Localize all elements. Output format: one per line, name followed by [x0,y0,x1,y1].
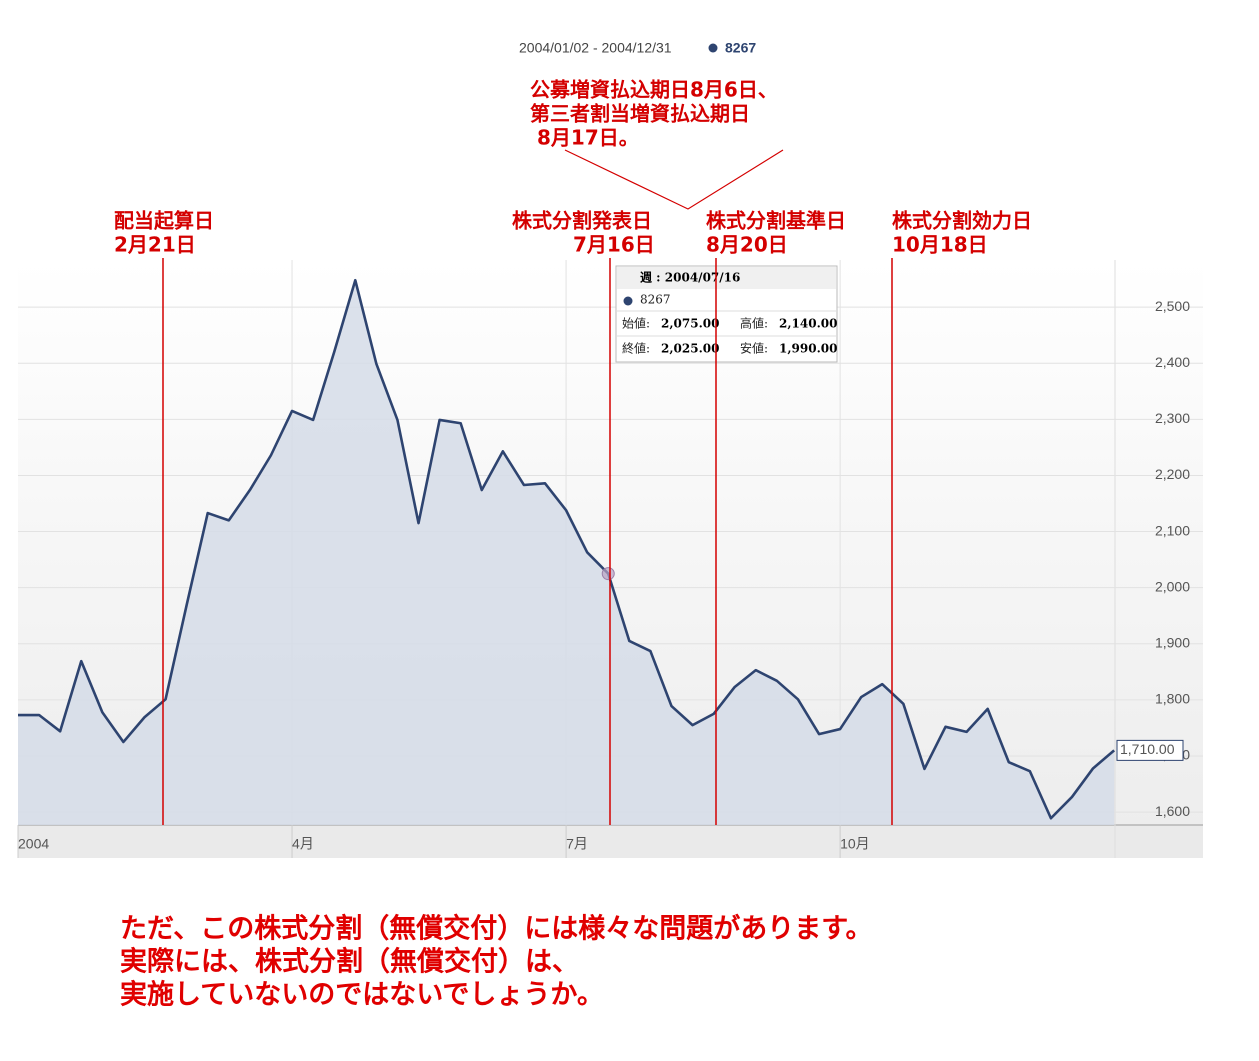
event-label: 株式分割効力日 [892,209,1032,233]
tooltip-field-value: 2,140.00 [779,317,837,331]
footer-text: 実際には、株式分割（無償交付）は、 [120,946,579,978]
y-tick-label: 1,600 [1155,803,1190,819]
x-tick-label: 7月 [566,836,588,852]
callout-label: 8月17日。 [537,126,639,150]
hover-marker [601,567,615,581]
y-tick-label: 2,400 [1155,354,1190,370]
tooltip-field-value: 2,025.00 [661,342,719,356]
tooltip-field-label: 安値: [740,341,768,356]
last-value-label: 1,710.00 [1120,741,1175,757]
y-tick-label: 2,500 [1155,298,1190,314]
area-fill [18,280,1115,825]
footer-text: 実施していないのではないでしょうか。 [120,979,604,1011]
event-label: 8月20日 [706,233,788,257]
callout-pointer [564,149,784,210]
tooltip-field-label: 始値: [622,316,650,331]
y-tick-label: 1,900 [1155,634,1190,650]
event-label: 株式分割基準日 [706,209,846,233]
tooltip-series: 8267 [640,293,671,307]
tooltip-field-label: 高値: [740,316,768,331]
x-tick-label: 2004 [18,836,49,852]
line [18,278,1116,820]
date-range: 2004/01/02 - 2004/12/31 [519,40,672,56]
tooltip-header [617,267,836,289]
legend-marker [708,43,718,53]
y-tick-label: 2,000 [1155,578,1190,594]
x-tick-label: 4月 [292,836,314,852]
x-tick-label: 10月 [840,836,870,852]
x-axis-band [18,825,1203,858]
tooltip-title: 週 : 2004/07/16 [640,270,740,285]
tooltip-field-label: 終値: [622,341,650,356]
tooltip-field-value: 1,990.00 [779,342,837,356]
callout-label: 公募増資払込期日8月6日、 [530,78,778,102]
footer-text: ただ、この株式分割（無償交付）には様々な問題があります。 [120,913,873,945]
callout-label: 第三者割当増資払込期日 [530,102,750,126]
event-label: 7月16日 [573,233,655,257]
y-tick-label: 2,300 [1155,410,1190,426]
event-label: 2月21日 [114,233,196,257]
event-label: 株式分割発表日 [512,209,652,233]
event-label: 10月18日 [892,233,988,257]
event-label: 配当起算日 [114,209,214,233]
y-tick-label: 1,800 [1155,691,1190,707]
tooltip-marker [623,296,633,306]
y-tick-label: 2,200 [1155,466,1190,482]
y-tick-label: 2,100 [1155,522,1190,538]
legend-label: 8267 [725,40,756,56]
tooltip-field-value: 2,075.00 [661,317,719,331]
last-value-box [1116,739,1184,761]
